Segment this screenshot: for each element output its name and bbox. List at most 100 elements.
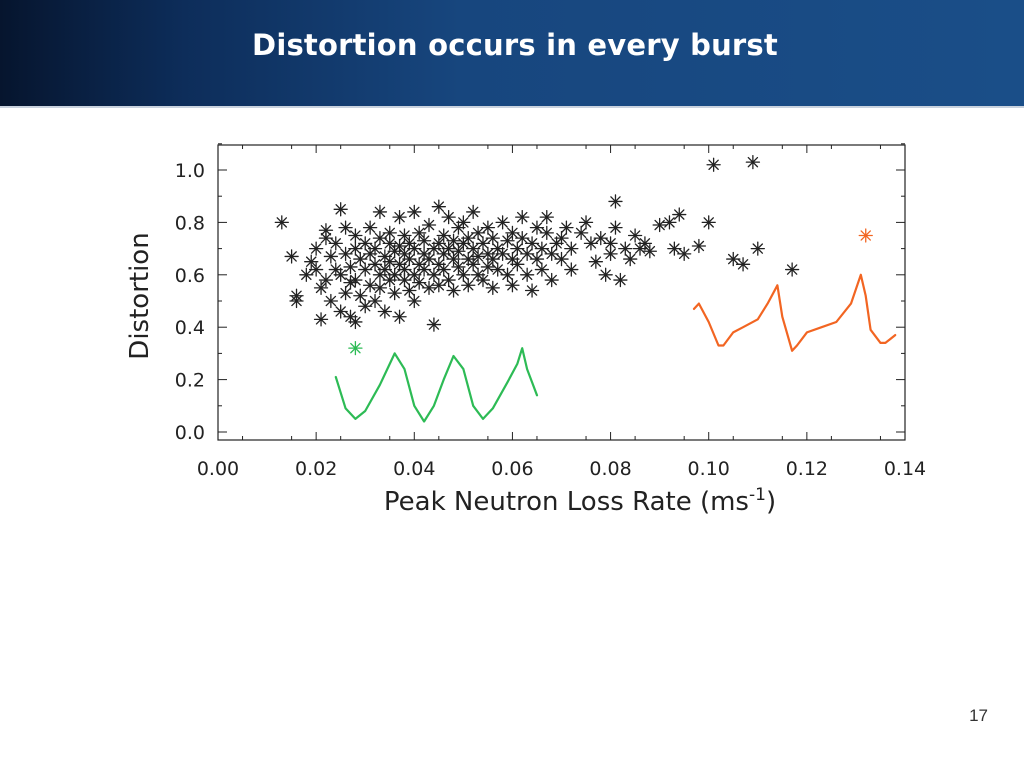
data-point [505, 251, 520, 267]
data-point [642, 244, 657, 259]
data-point [583, 236, 599, 251]
data-point [456, 215, 471, 230]
data-point-stroke [335, 306, 346, 317]
y-tick-label: 0.4 [175, 317, 205, 339]
data-point [461, 278, 476, 293]
data-point-stroke [443, 274, 454, 286]
data-point [412, 275, 427, 290]
data-point [500, 233, 515, 248]
x-tick-label: 0.00 [197, 458, 239, 480]
data-point [436, 228, 451, 243]
data-point-stroke [423, 253, 435, 265]
y-tick-label: 0.6 [175, 265, 205, 287]
data-point [510, 257, 525, 272]
data-point-stroke [492, 243, 503, 254]
data-point [343, 259, 358, 275]
data-point [554, 251, 569, 267]
data-point [470, 249, 486, 264]
data-point [667, 241, 682, 256]
data-point [726, 251, 741, 267]
data-point-stroke [502, 269, 513, 281]
data-point [353, 288, 368, 303]
data-point-stroke [615, 274, 626, 286]
data-point-stroke [335, 204, 346, 215]
data-point [613, 272, 628, 288]
data-point-stroke [463, 232, 474, 244]
data-point-stroke [399, 230, 410, 241]
data-point-stroke [350, 316, 361, 328]
data-point-stroke [384, 256, 395, 267]
data-point [338, 246, 353, 261]
data-point [608, 194, 623, 209]
data-point [485, 251, 500, 267]
data-point-stroke [458, 217, 469, 228]
data-point [461, 230, 476, 246]
data-point [367, 293, 383, 309]
data-point [421, 217, 437, 233]
data-point-stroke [443, 211, 454, 223]
data-point [466, 204, 481, 220]
data-point-stroke [463, 280, 474, 291]
data-point-stroke [325, 295, 337, 307]
data-point [387, 267, 402, 282]
data-point-stroke [472, 227, 484, 239]
data-point-stroke [605, 248, 616, 260]
data-point-stroke [443, 243, 454, 254]
data-point [402, 283, 417, 298]
data-point-stroke [487, 282, 499, 294]
data-point-stroke [310, 243, 322, 254]
data-point-stroke [737, 259, 749, 270]
data-point [588, 254, 603, 269]
data-point [623, 251, 638, 267]
data-point-stroke [502, 235, 513, 246]
data-point-stroke [507, 280, 518, 291]
data-point [304, 254, 319, 269]
data-point [333, 304, 348, 319]
data-point-stroke [521, 269, 533, 281]
data-point [318, 230, 334, 246]
data-point-stroke [536, 264, 548, 275]
data-point-stroke [624, 253, 636, 265]
x-tick-label: 0.12 [786, 458, 828, 480]
data-point [735, 257, 751, 272]
data-point-stroke [345, 261, 356, 273]
data-point [358, 236, 373, 251]
data-point-stroke [399, 248, 410, 260]
data-point [372, 230, 388, 246]
data-point-stroke [605, 238, 616, 249]
data-point-stroke [620, 243, 631, 254]
data-point-stroke [556, 253, 567, 265]
data-point-stroke [561, 222, 572, 233]
data-point [544, 272, 559, 288]
data-point [416, 262, 432, 277]
data-point [377, 262, 392, 277]
data-point [446, 251, 461, 267]
data-point [353, 251, 368, 267]
data-point-stroke [752, 243, 764, 254]
data-point-stroke [482, 248, 494, 260]
data-point [289, 293, 304, 309]
data-point [677, 246, 692, 261]
data-point-stroke [433, 238, 445, 249]
data-point-stroke [786, 264, 798, 275]
data-point-stroke [291, 295, 302, 307]
data-point-stroke [467, 243, 479, 254]
x-tick-label: 0.14 [884, 458, 926, 480]
data-point-stroke [369, 243, 381, 254]
x-axis-label-suffix: ) [766, 487, 776, 517]
data-point-stroke [301, 269, 312, 281]
data-point [598, 267, 613, 282]
data-point [456, 267, 471, 282]
data-point-stroke [325, 251, 337, 262]
x-axis-label: Peak Neutron Loss Rate (ms-1) [384, 485, 776, 517]
data-point [573, 225, 589, 241]
slide-title: Distortion occurs in every burst [252, 28, 778, 62]
data-point-stroke [747, 156, 759, 168]
data-point-stroke [512, 243, 523, 254]
data-point [362, 220, 378, 235]
data-point-stroke [394, 259, 405, 270]
data-point [745, 154, 761, 170]
data-point [515, 230, 530, 246]
data-point-stroke [320, 225, 332, 236]
data-point [431, 278, 446, 293]
